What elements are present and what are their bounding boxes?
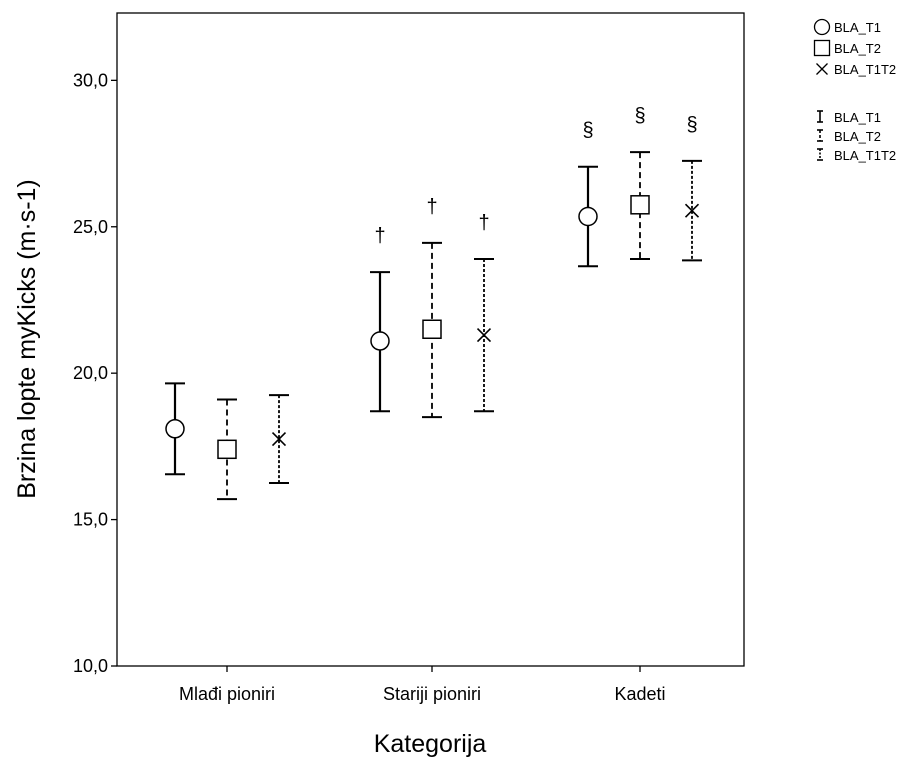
y-tick-label: 15,0 <box>73 510 108 530</box>
significance-mark-bla-t2-stariji-pioniri: † <box>426 196 437 218</box>
legend-marker-bla-t1t2 <box>816 63 828 75</box>
legend-label-bla-t1t2: BLA_T1T2 <box>834 62 896 77</box>
mean-marker-bla-t1-mladi-pioniri <box>165 419 185 439</box>
mean-marker-bla-t1t2-stariji-pioniri <box>476 328 492 343</box>
error-bar-bla-t1t2-kadeti <box>682 159 702 262</box>
mean-marker-bla-t1-kadeti <box>578 206 598 227</box>
error-bar-bla-t2-mladi-pioniri <box>217 398 237 501</box>
legend-label-bla-t2: BLA_T2 <box>834 41 881 56</box>
mean-marker-bla-t2-stariji-pioniri <box>422 319 442 340</box>
legend: BLA_T1 BLA_T2 BLA_T1T2 BLA_T1 BLA_T2 BLA_T1T2 <box>813 18 896 163</box>
significance-mark-bla-t1-kadeti: § <box>582 120 593 142</box>
y-tick-label: 30,0 <box>73 70 108 90</box>
legend-errorbar-label-bla-t1t2: BLA_T1T2 <box>834 148 896 163</box>
mean-marker-bla-t1t2-kadeti <box>684 203 700 218</box>
legend-marker-bla-t2 <box>813 39 831 57</box>
significance-mark-bla-t2-kadeti: § <box>634 105 645 127</box>
y-axis: 10,0 15,0 20,0 25,0 30,0 <box>73 70 117 676</box>
x-axis: Mlađi pioniri Stariji pioniri Kadeti <box>179 666 666 704</box>
y-tick-label: 10,0 <box>73 656 108 676</box>
legend-errorbar-label-bla-t1: BLA_T1 <box>834 110 881 125</box>
mean-marker-bla-t2-kadeti <box>630 195 650 215</box>
mean-marker-bla-t1-stariji-pioniri <box>370 331 390 351</box>
plot-frame <box>116 12 745 667</box>
significance-mark-bla-t1t2-kadeti: § <box>686 114 697 136</box>
legend-errorbar-bla-t2 <box>817 129 823 142</box>
legend-errorbar-bla-t1t2 <box>817 148 823 161</box>
significance-mark-bla-t1t2-stariji-pioniri: † <box>478 212 489 234</box>
x-tick-label-stariji-pioniri: Stariji pioniri <box>383 684 481 704</box>
mean-marker-bla-t1t2-mladi-pioniri <box>271 431 287 447</box>
y-axis-title: Brzina lopte myKicks (m·s-1) <box>13 179 41 499</box>
x-axis-title: Kategorija <box>374 730 487 758</box>
significance-annotations: † † † § § § <box>374 105 697 247</box>
legend-label-bla-t1: BLA_T1 <box>834 20 881 35</box>
x-tick-label-mladi-pioniri: Mlađi pioniri <box>179 684 275 704</box>
legend-errorbar-label-bla-t2: BLA_T2 <box>834 129 881 144</box>
mean-marker-bla-t2-mladi-pioniri <box>217 439 237 460</box>
y-tick-label: 25,0 <box>73 217 108 237</box>
mean-markers <box>165 195 700 460</box>
x-tick-label-kadeti: Kadeti <box>614 684 665 704</box>
legend-marker-bla-t1 <box>813 18 831 36</box>
error-bar-bla-t1t2-mladi-pioniri <box>269 394 289 484</box>
y-tick-label: 20,0 <box>73 363 108 383</box>
legend-errorbar-bla-t1 <box>817 110 823 123</box>
significance-mark-bla-t1-stariji-pioniri: † <box>374 225 385 247</box>
error-bar-bla-t2-stariji-pioniri <box>422 241 442 419</box>
